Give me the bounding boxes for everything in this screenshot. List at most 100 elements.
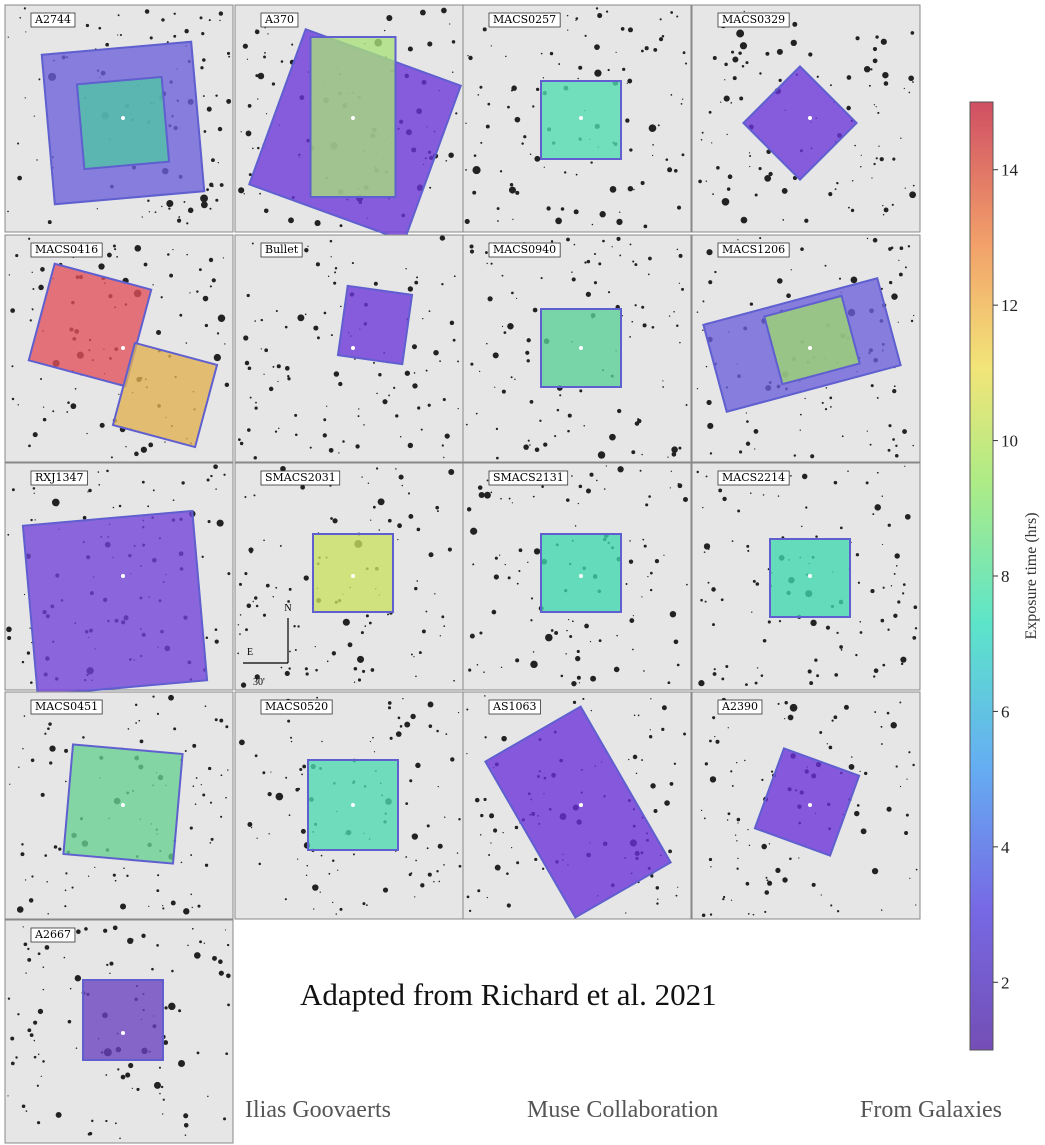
star bbox=[596, 7, 598, 9]
star bbox=[712, 716, 715, 719]
star bbox=[171, 970, 174, 973]
star bbox=[206, 636, 209, 639]
star bbox=[276, 793, 284, 801]
star bbox=[237, 653, 239, 655]
star bbox=[849, 764, 855, 770]
star bbox=[47, 727, 50, 730]
star bbox=[371, 668, 375, 672]
star bbox=[714, 668, 716, 670]
star bbox=[786, 293, 791, 298]
star bbox=[157, 713, 159, 715]
star bbox=[801, 526, 803, 528]
star bbox=[660, 18, 662, 20]
star bbox=[200, 66, 203, 69]
star bbox=[362, 670, 365, 673]
star bbox=[881, 726, 883, 728]
star bbox=[575, 20, 576, 21]
star bbox=[261, 348, 262, 349]
star bbox=[659, 37, 663, 41]
colorbar-label: Exposure time (hrs) bbox=[1023, 512, 1040, 639]
star bbox=[732, 540, 734, 542]
star bbox=[263, 374, 264, 375]
star bbox=[434, 593, 435, 594]
star bbox=[298, 788, 300, 790]
star bbox=[641, 306, 644, 309]
star bbox=[706, 366, 707, 367]
star bbox=[761, 674, 764, 677]
star bbox=[193, 785, 195, 787]
star bbox=[496, 428, 498, 430]
star bbox=[254, 406, 257, 409]
star bbox=[881, 743, 883, 745]
exposure-overlay bbox=[77, 77, 169, 169]
star bbox=[596, 480, 598, 482]
star bbox=[200, 194, 208, 202]
star bbox=[245, 628, 248, 631]
star bbox=[746, 882, 750, 886]
star bbox=[42, 1060, 45, 1063]
star bbox=[533, 496, 535, 498]
star bbox=[652, 155, 653, 156]
star bbox=[708, 582, 710, 584]
star bbox=[469, 910, 471, 912]
star bbox=[404, 722, 410, 728]
star bbox=[109, 973, 110, 974]
panel: A2744 bbox=[5, 5, 233, 232]
star bbox=[86, 24, 89, 27]
star bbox=[167, 253, 170, 256]
star bbox=[871, 384, 874, 387]
panel: A370 bbox=[235, 5, 463, 241]
star bbox=[285, 671, 290, 676]
panel: MACS0329 bbox=[692, 5, 920, 232]
star bbox=[777, 49, 783, 55]
star bbox=[706, 180, 707, 181]
star bbox=[37, 1085, 39, 1087]
star bbox=[830, 84, 832, 86]
star bbox=[608, 69, 610, 71]
star bbox=[297, 625, 299, 627]
star bbox=[24, 715, 26, 717]
star bbox=[369, 622, 372, 625]
star bbox=[27, 1028, 31, 1032]
star bbox=[633, 615, 634, 616]
star bbox=[816, 674, 819, 677]
star bbox=[223, 1117, 226, 1120]
star bbox=[501, 736, 506, 741]
star bbox=[64, 957, 66, 959]
star bbox=[512, 219, 513, 220]
star bbox=[697, 388, 698, 389]
star bbox=[835, 188, 837, 190]
star bbox=[239, 739, 245, 745]
star bbox=[11, 1062, 15, 1066]
star bbox=[24, 942, 28, 946]
star bbox=[569, 635, 572, 638]
star bbox=[860, 166, 861, 167]
star bbox=[370, 741, 371, 742]
star bbox=[826, 626, 830, 630]
star bbox=[859, 771, 860, 772]
star bbox=[487, 897, 488, 898]
star bbox=[149, 211, 150, 212]
star bbox=[561, 675, 564, 678]
star bbox=[470, 363, 473, 366]
star bbox=[386, 15, 392, 21]
star bbox=[586, 489, 591, 494]
star bbox=[619, 212, 620, 213]
star bbox=[26, 1110, 28, 1112]
star bbox=[502, 275, 504, 277]
star bbox=[741, 217, 748, 224]
star bbox=[650, 783, 655, 788]
star bbox=[355, 444, 359, 448]
star bbox=[667, 456, 668, 457]
star bbox=[592, 224, 594, 226]
star bbox=[666, 158, 669, 161]
star bbox=[313, 908, 314, 909]
star bbox=[559, 394, 561, 396]
panel-label: SMACS2031 bbox=[265, 471, 336, 484]
star bbox=[683, 733, 686, 736]
star bbox=[41, 793, 45, 797]
star bbox=[682, 153, 685, 156]
star bbox=[302, 765, 306, 769]
star bbox=[500, 170, 502, 172]
star bbox=[120, 903, 126, 909]
